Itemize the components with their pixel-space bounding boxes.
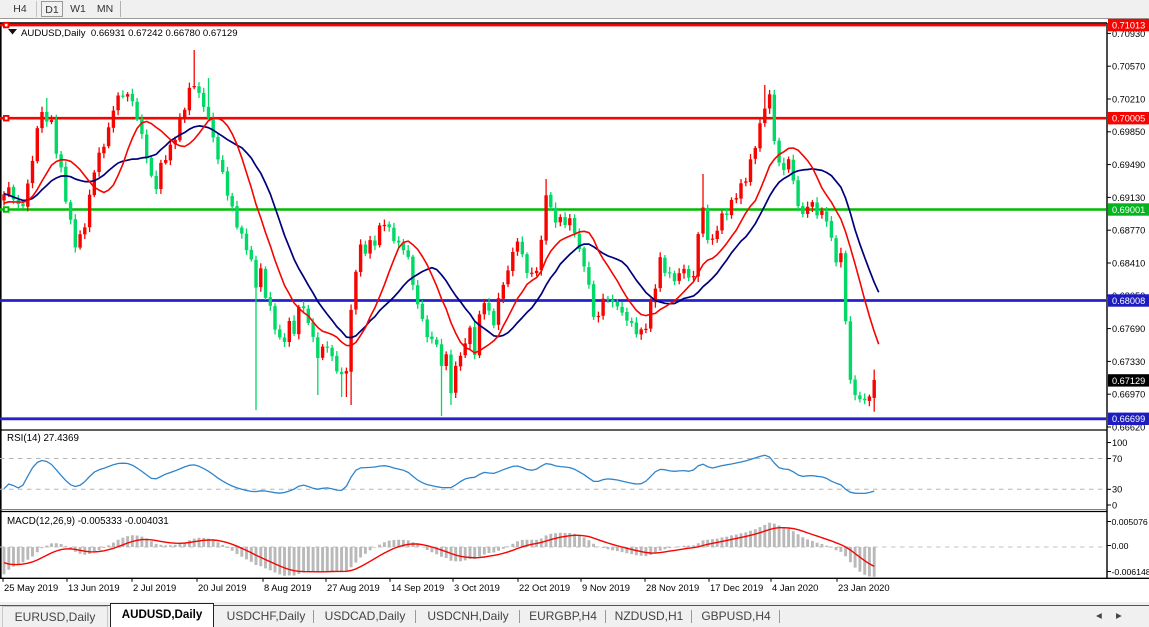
svg-text:0.00: 0.00 <box>1112 541 1129 551</box>
svg-text:0.68770: 0.68770 <box>1112 226 1145 236</box>
svg-text:0.69001: 0.69001 <box>1112 205 1145 215</box>
svg-text:0.66620: 0.66620 <box>1112 422 1145 432</box>
svg-text:0.005076: 0.005076 <box>1112 517 1148 527</box>
svg-text:0.70930: 0.70930 <box>1112 29 1145 39</box>
svg-text:0.69850: 0.69850 <box>1112 127 1145 137</box>
svg-text:0.66699: 0.66699 <box>1112 414 1145 424</box>
svg-text:0.68410: 0.68410 <box>1112 258 1145 268</box>
svg-text:0.70005: 0.70005 <box>1112 114 1145 124</box>
svg-text:0.69490: 0.69490 <box>1112 160 1145 170</box>
svg-text:0.67330: 0.67330 <box>1112 357 1145 367</box>
svg-text:4 Jan 2020: 4 Jan 2020 <box>772 582 818 593</box>
svg-text:0: 0 <box>1112 500 1117 510</box>
svg-text:0.70210: 0.70210 <box>1112 94 1145 104</box>
svg-text:0.71013: 0.71013 <box>1112 21 1145 31</box>
svg-text:0.67129: 0.67129 <box>1112 376 1145 386</box>
svg-text:25 May 2019: 25 May 2019 <box>4 582 58 593</box>
svg-text:100: 100 <box>1112 438 1127 448</box>
svg-text:3 Oct 2019: 3 Oct 2019 <box>454 582 500 593</box>
svg-text:30: 30 <box>1112 485 1122 495</box>
svg-text:13 Jun 2019: 13 Jun 2019 <box>68 582 120 593</box>
svg-text:22 Oct 2019: 22 Oct 2019 <box>519 582 570 593</box>
svg-text:27 Aug 2019: 27 Aug 2019 <box>327 582 380 593</box>
svg-text:17 Dec 2019: 17 Dec 2019 <box>710 582 763 593</box>
svg-text:20 Jul 2019: 20 Jul 2019 <box>198 582 246 593</box>
svg-text:0.69130: 0.69130 <box>1112 193 1145 203</box>
svg-text:28 Nov 2019: 28 Nov 2019 <box>646 582 699 593</box>
svg-text:0.66970: 0.66970 <box>1112 390 1145 400</box>
svg-text:9 Nov 2019: 9 Nov 2019 <box>582 582 630 593</box>
svg-text:14 Sep 2019: 14 Sep 2019 <box>391 582 444 593</box>
svg-text:0.68008: 0.68008 <box>1112 296 1145 306</box>
svg-text:0.70570: 0.70570 <box>1112 62 1145 72</box>
svg-text:AUDUSD,Daily 0.66931 0.67242: AUDUSD,Daily 0.66931 0.67242 0.66780 0.6… <box>21 28 238 39</box>
svg-text:2 Jul 2019: 2 Jul 2019 <box>133 582 176 593</box>
svg-text:8 Aug 2019: 8 Aug 2019 <box>264 582 311 593</box>
svg-text:23 Jan 2020: 23 Jan 2020 <box>838 582 890 593</box>
svg-text:MACD(12,26,9) -0.005333 -0.004: MACD(12,26,9) -0.005333 -0.004031 <box>7 516 169 527</box>
svg-text:70: 70 <box>1112 454 1122 464</box>
svg-text:RSI(14) 27.4369: RSI(14) 27.4369 <box>7 433 79 444</box>
svg-text:-0.006148: -0.006148 <box>1112 567 1149 577</box>
svg-text:0.67690: 0.67690 <box>1112 324 1145 334</box>
